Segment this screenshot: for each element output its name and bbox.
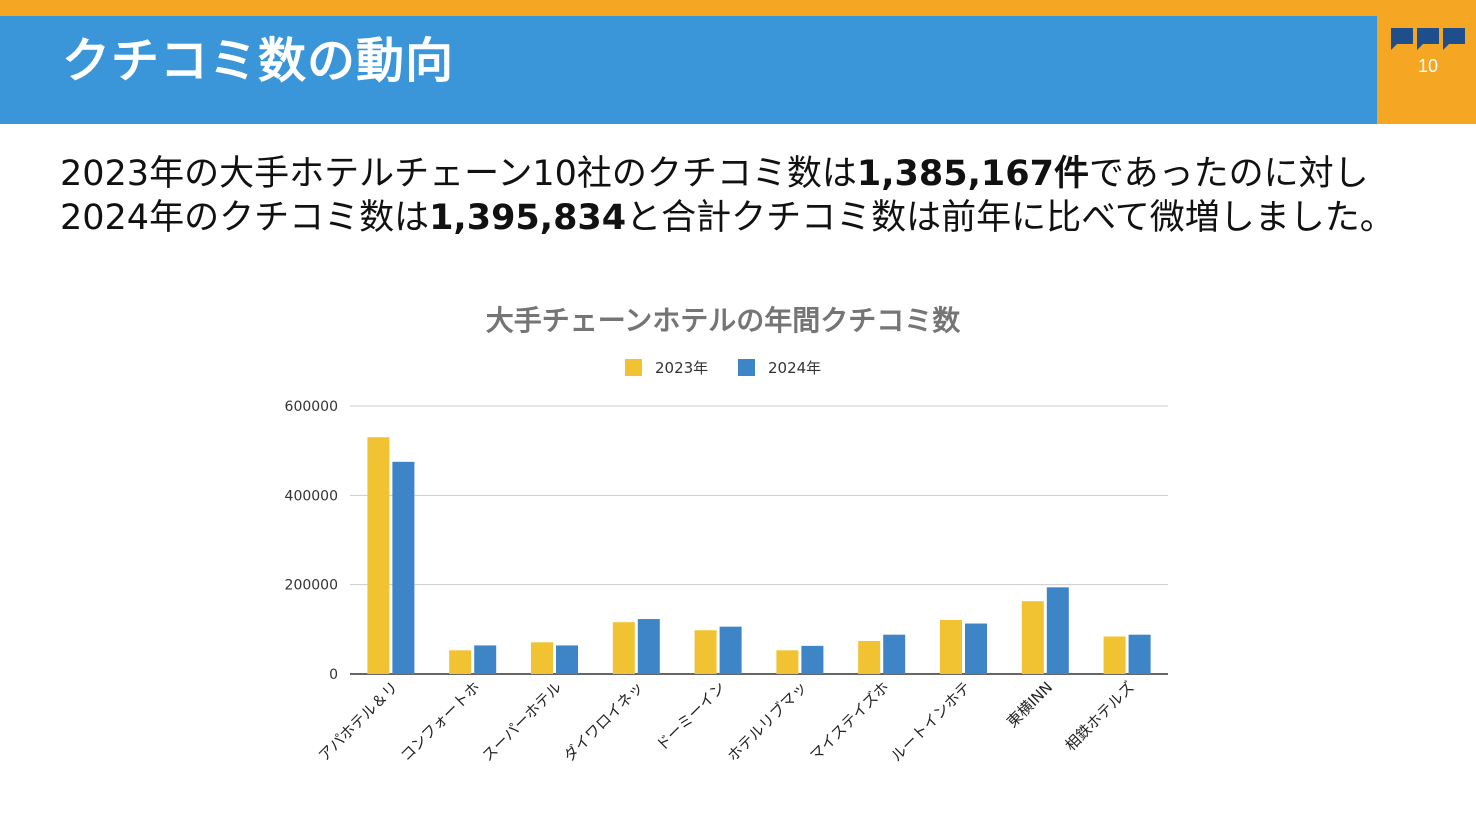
x-tick-label: アパホテル＆リ	[315, 678, 402, 765]
bar-2023-6	[776, 650, 799, 674]
bar-2024-9	[1046, 587, 1069, 674]
chart-title: 大手チェーンホテルの年間クチコミ数	[486, 304, 962, 337]
legend-label-2: 2024年	[768, 359, 821, 377]
summary-line-2: 2024年のクチコミ数は1,395,834と合計クチコミ数は前年に比べて微増しま…	[60, 196, 1460, 240]
bar-2024-5	[719, 626, 742, 674]
x-tick-label: コンフォートホ	[397, 678, 484, 765]
summary-highlight-2024-total: 1,395,834	[429, 198, 627, 238]
bar-2024-10	[1128, 634, 1151, 674]
top-accent-bar	[0, 0, 1476, 16]
summary-highlight-2023-total: 1,385,167件	[856, 154, 1089, 194]
x-tick-label: 相鉄ホテルズ	[1062, 678, 1138, 754]
x-tick-label: ルートインホテ	[887, 678, 974, 765]
bar-2024-6	[801, 645, 824, 674]
bar-2024-2	[474, 645, 497, 674]
bar-2024-1	[392, 461, 415, 674]
y-tick-label: 200000	[285, 578, 338, 594]
x-tick-label: ドーミーイン	[653, 678, 729, 754]
summary-text-segment: と合計クチコミ数は前年に比べて微増しました。	[626, 198, 1395, 238]
legend-swatch-1	[625, 359, 642, 376]
x-tick-label: 東横INN	[1003, 678, 1056, 731]
bar-2023-2	[449, 650, 472, 674]
bar-2024-8	[965, 623, 987, 674]
summary-text-segment: 2024年のクチコミ数は	[60, 198, 430, 238]
summary-line-1: 2023年の大手ホテルチェーン10社のクチコミ数は1,385,167件であったの…	[60, 152, 1460, 196]
bar-2024-3	[556, 645, 578, 674]
bar-2023-10	[1103, 636, 1126, 674]
x-tick-label: ダイワロイネッ	[560, 678, 647, 765]
bar-2024-7	[883, 634, 906, 674]
bar-2023-1	[367, 437, 390, 674]
summary-text-segment: であったのに対し	[1088, 154, 1369, 194]
x-tick-label: マイステイズホ	[806, 678, 892, 764]
summary-text-segment: 2023年の大手ホテルチェーン10社のクチコミ数は	[60, 154, 857, 194]
x-tick-label: スーパーホテル	[478, 678, 565, 765]
bar-2023-8	[940, 619, 962, 674]
bar-2023-9	[1021, 601, 1044, 674]
y-tick-label: 0	[329, 667, 338, 683]
three-speech-bubbles-logo-icon	[1391, 28, 1465, 50]
bar-2023-5	[694, 630, 717, 674]
bar-chart: 大手チェーンホテルの年間クチコミ数 2023年 2024年 0 200000 400000…	[285, 304, 1168, 765]
bar-2023-4	[612, 622, 635, 674]
page-title: クチコミ数の動向	[62, 33, 455, 89]
bar-2023-3	[531, 642, 553, 674]
legend-label-1: 2023年	[655, 359, 708, 377]
summary-text: 2023年の大手ホテルチェーン10社のクチコミ数は1,385,167件であったの…	[60, 152, 1460, 240]
bar-2024-4	[637, 619, 660, 674]
page-number: 10	[1417, 56, 1439, 76]
bar-2023-7	[858, 640, 881, 674]
legend-swatch-2	[738, 359, 755, 376]
x-tick-label: ホテルリブマッ	[724, 678, 811, 765]
y-tick-label: 400000	[285, 488, 338, 504]
y-tick-label: 600000	[285, 399, 338, 415]
header-band	[0, 16, 1377, 124]
